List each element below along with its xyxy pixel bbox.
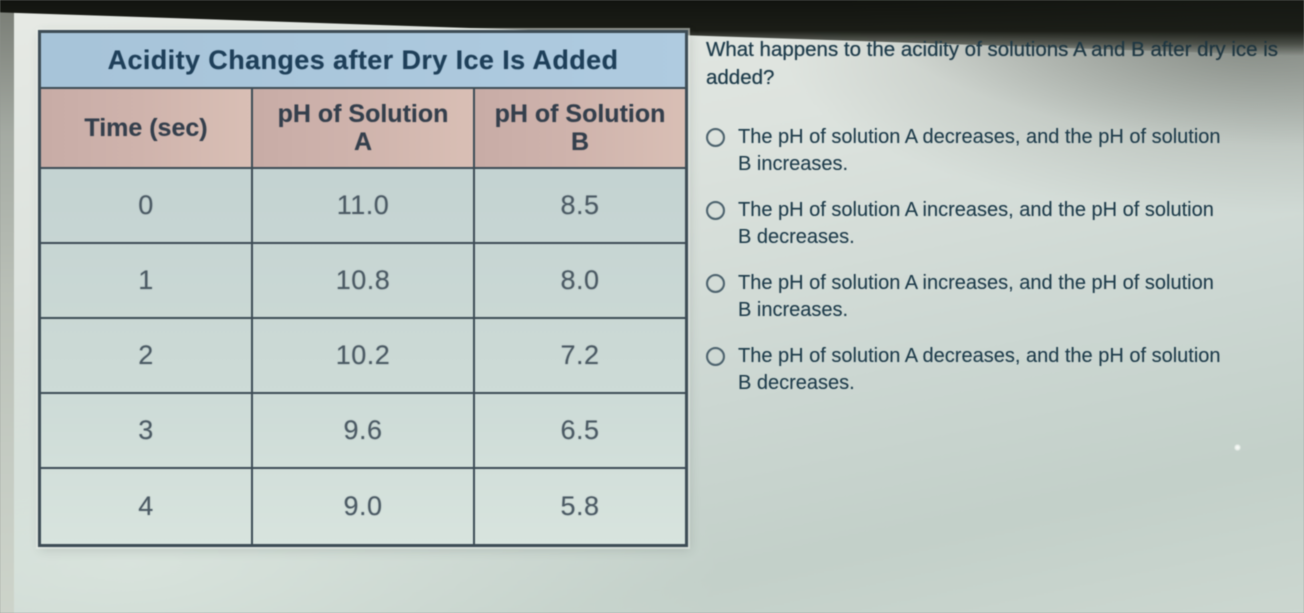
table-row: 4 9.0 5.8 xyxy=(41,469,685,544)
table-cell-ph-a: 11.0 xyxy=(253,169,475,244)
table-row: 2 10.2 7.2 xyxy=(41,319,685,394)
acidity-table: Acidity Changes after Dry Ice Is Added T… xyxy=(38,30,688,547)
answer-options: The pH of solution A decreases, and the … xyxy=(706,124,1286,397)
table-cell-ph-b: 7.2 xyxy=(475,319,685,394)
table-header-row: Time (sec) pH of Solution A pH of Soluti… xyxy=(41,89,685,169)
table-cell-time: 1 xyxy=(41,244,253,319)
radio-button-icon[interactable] xyxy=(706,274,725,293)
radio-button-icon[interactable] xyxy=(706,201,725,220)
table-header-ph-b: pH of Solution B xyxy=(475,89,685,169)
table-cell-ph-a: 9.6 xyxy=(253,394,475,469)
question-panel: What happens to the acidity of solutions… xyxy=(706,36,1286,397)
table-cell-ph-a: 9.0 xyxy=(253,469,475,544)
answer-option-4[interactable]: The pH of solution A decreases, and the … xyxy=(706,343,1286,397)
table-header-ph-a: pH of Solution A xyxy=(253,89,475,169)
dust-speck xyxy=(1234,444,1241,451)
table-cell-time: 3 xyxy=(41,394,253,469)
answer-option-2[interactable]: The pH of solution A increases, and the … xyxy=(706,197,1286,251)
table-body: 0 11.0 8.5 1 10.8 8.0 2 10.2 7.2 3 9.6 6… xyxy=(41,169,685,544)
answer-option-1[interactable]: The pH of solution A decreases, and the … xyxy=(706,124,1286,178)
answer-option-3[interactable]: The pH of solution A increases, and the … xyxy=(706,270,1286,324)
answer-option-label: The pH of solution A increases, and the … xyxy=(738,272,1214,321)
table-cell-time: 2 xyxy=(41,319,253,394)
table-title: Acidity Changes after Dry Ice Is Added xyxy=(41,33,685,89)
table-row: 1 10.8 8.0 xyxy=(41,244,685,319)
table-cell-ph-b: 8.5 xyxy=(475,169,685,244)
table-cell-ph-b: 6.5 xyxy=(475,394,685,469)
table-row: 0 11.0 8.5 xyxy=(41,169,685,244)
table-cell-ph-b: 8.0 xyxy=(475,244,685,319)
radio-button-icon[interactable] xyxy=(706,128,725,147)
table-header-time: Time (sec) xyxy=(41,89,253,169)
radio-button-icon[interactable] xyxy=(706,347,725,366)
table-row: 3 9.6 6.5 xyxy=(41,394,685,469)
answer-option-label: The pH of solution A increases, and the … xyxy=(738,199,1214,248)
table-cell-ph-a: 10.2 xyxy=(253,319,475,394)
table-cell-time: 4 xyxy=(41,469,253,544)
photo-left-edge xyxy=(0,0,14,613)
answer-option-label: The pH of solution A decreases, and the … xyxy=(738,126,1221,175)
table-cell-ph-a: 10.8 xyxy=(253,244,475,319)
answer-option-label: The pH of solution A decreases, and the … xyxy=(738,345,1221,394)
question-text: What happens to the acidity of solutions… xyxy=(706,38,1279,89)
table-cell-ph-b: 5.8 xyxy=(560,491,600,521)
table-cell-time: 0 xyxy=(41,169,253,244)
